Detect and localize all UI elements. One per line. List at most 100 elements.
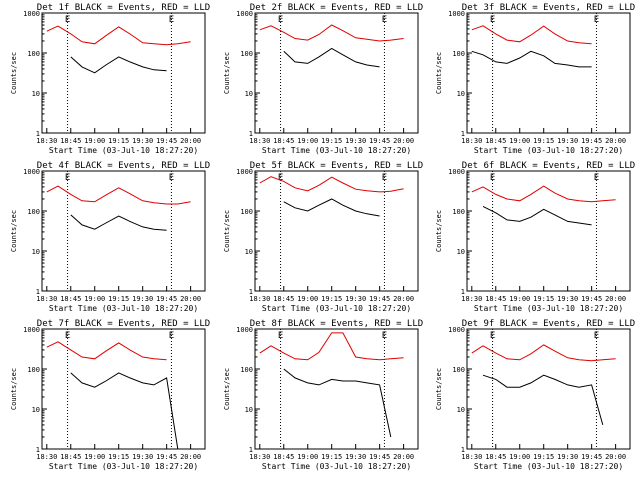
plot-frame	[466, 328, 631, 450]
event-marker-label: E	[169, 173, 174, 183]
plot-frame	[254, 170, 419, 292]
y-tick-label: 1	[36, 446, 40, 454]
y-tick-label: 1000	[448, 168, 465, 176]
event-marker-label: E	[490, 173, 495, 183]
event-marker-label: E	[490, 15, 495, 25]
x-tick-label: 18:30	[461, 453, 482, 461]
panel-6: Det 6f BLACK = Events, RED = LLD 1 10 100 10…	[435, 161, 635, 313]
event-marker-label: E	[594, 173, 599, 183]
lld-series-line	[471, 344, 616, 362]
y-tick-label: 1	[461, 288, 465, 296]
x-axis-label: Start Time (03-Jul-10 18:27:20)	[474, 146, 623, 155]
x-tick-label: 19:45	[156, 453, 177, 461]
x-tick-label: 18:30	[249, 453, 270, 461]
x-tick-label: 18:30	[249, 137, 270, 145]
events-series-line	[482, 205, 592, 226]
event-marker-label: E	[65, 15, 70, 25]
y-tick-label: 1000	[236, 10, 253, 18]
event-marker-label: E	[382, 173, 387, 183]
y-axis-label: Counts/sec	[435, 52, 443, 94]
plot-frame	[466, 170, 631, 292]
y-tick-label: 1000	[23, 326, 40, 334]
panel-title: Det 4f BLACK = Events, RED = LLD	[37, 161, 210, 171]
lld-series-line	[46, 185, 191, 205]
y-axis-label: Counts/sec	[223, 52, 231, 94]
event-marker-label: E	[278, 15, 283, 25]
event-marker-label: E	[169, 331, 174, 341]
plot-frame	[254, 12, 419, 134]
x-axis-label: Start Time (03-Jul-10 18:27:20)	[474, 304, 623, 313]
y-axis-label: Counts/sec	[435, 210, 443, 252]
x-axis-label: Start Time (03-Jul-10 18:27:20)	[49, 146, 198, 155]
x-tick-label: 18:45	[60, 137, 81, 145]
events-series-line	[70, 372, 179, 450]
y-axis-label: Counts/sec	[10, 52, 18, 94]
x-tick-label: 19:00	[509, 295, 530, 303]
y-tick-label: 1000	[448, 326, 465, 334]
events-series-line	[70, 214, 167, 231]
panel-title: Det 8f BLACK = Events, RED = LLD	[250, 319, 423, 329]
x-tick-label: 18:30	[36, 453, 57, 461]
events-series-line	[283, 368, 392, 438]
events-series-line	[283, 198, 380, 217]
y-tick-label: 10	[32, 90, 40, 98]
y-tick-label: 1	[36, 130, 40, 138]
x-tick-label: 19:15	[321, 295, 342, 303]
y-axis-label: Counts/sec	[223, 210, 231, 252]
y-tick-label: 1	[461, 130, 465, 138]
x-tick-label: 19:15	[533, 137, 554, 145]
event-marker-label: E	[65, 331, 70, 341]
event-marker-label: E	[65, 173, 70, 183]
y-tick-label: 100	[27, 208, 40, 216]
y-tick-label: 100	[452, 50, 465, 58]
y-tick-label: 1000	[236, 168, 253, 176]
y-tick-label: 100	[452, 366, 465, 374]
x-axis-label: Start Time (03-Jul-10 18:27:20)	[49, 462, 198, 471]
event-marker-label: E	[169, 15, 174, 25]
panel-title: Det 6f BLACK = Events, RED = LLD	[462, 161, 635, 171]
plot-frame	[466, 12, 631, 134]
x-tick-label: 19:30	[557, 295, 578, 303]
x-axis-label: Start Time (03-Jul-10 18:27:20)	[49, 304, 198, 313]
x-tick-label: 19:15	[108, 295, 129, 303]
x-tick-label: 18:30	[461, 137, 482, 145]
y-tick-label: 1	[249, 446, 253, 454]
y-tick-label: 1	[249, 130, 253, 138]
panel-2: Det 2f BLACK = Events, RED = LLD 1 10 100 10…	[223, 3, 423, 155]
event-marker-label: E	[490, 331, 495, 341]
x-tick-label: 18:45	[273, 295, 294, 303]
x-tick-label: 18:30	[36, 137, 57, 145]
lld-series-line	[259, 176, 404, 193]
y-axis-label: Counts/sec	[10, 368, 18, 410]
x-tick-label: 19:45	[369, 137, 390, 145]
x-tick-label: 19:00	[84, 453, 105, 461]
panel-4: Det 4f BLACK = Events, RED = LLD 1 10 100 10…	[10, 161, 210, 313]
x-tick-label: 19:15	[533, 453, 554, 461]
y-tick-label: 100	[27, 366, 40, 374]
x-tick-label: 18:30	[36, 295, 57, 303]
y-axis-label: Counts/sec	[10, 210, 18, 252]
x-tick-label: 20:00	[605, 453, 626, 461]
y-axis-label: Counts/sec	[435, 368, 443, 410]
x-tick-label: 18:45	[485, 137, 506, 145]
y-tick-label: 10	[245, 406, 253, 414]
x-tick-label: 19:45	[156, 137, 177, 145]
y-tick-label: 100	[452, 208, 465, 216]
y-tick-label: 1000	[23, 168, 40, 176]
event-marker-label: E	[278, 331, 283, 341]
x-tick-label: 19:00	[84, 137, 105, 145]
x-tick-label: 18:45	[273, 137, 294, 145]
x-tick-label: 19:45	[581, 453, 602, 461]
events-series-line	[482, 374, 604, 426]
x-axis-label: Start Time (03-Jul-10 18:27:20)	[474, 462, 623, 471]
panel-title: Det 7f BLACK = Events, RED = LLD	[37, 319, 210, 329]
x-tick-label: 18:45	[485, 453, 506, 461]
x-tick-label: 18:30	[461, 295, 482, 303]
panel-title: Det 2f BLACK = Events, RED = LLD	[250, 3, 423, 13]
x-tick-label: 19:15	[321, 453, 342, 461]
panel-9: Det 9f BLACK = Events, RED = LLD 1 10 100 10…	[435, 319, 635, 471]
x-tick-label: 19:30	[345, 137, 366, 145]
y-tick-label: 10	[245, 248, 253, 256]
y-tick-label: 100	[240, 208, 253, 216]
